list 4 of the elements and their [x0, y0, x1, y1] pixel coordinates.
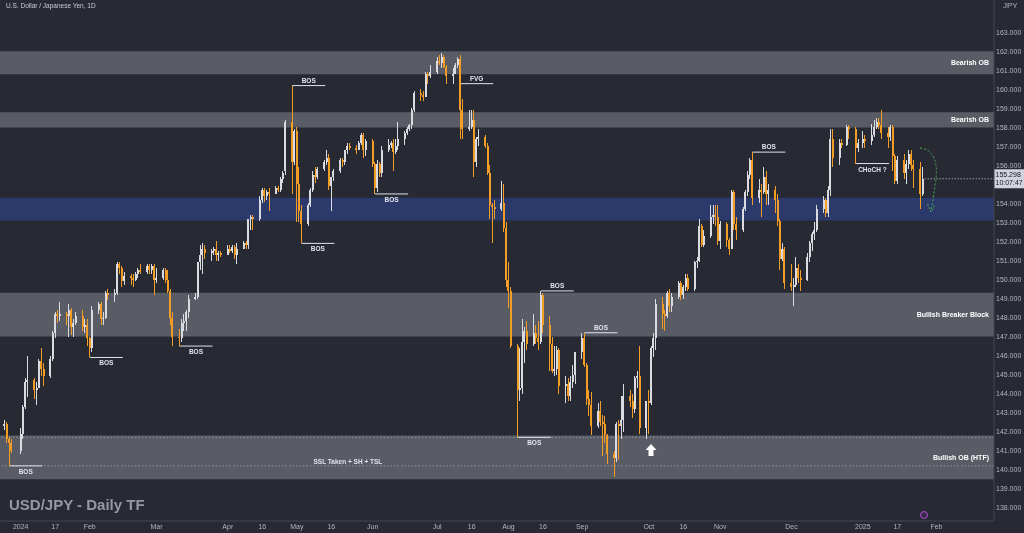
candlestick: [580, 332, 583, 360]
text: USD/JPY - Daily TF: [9, 496, 145, 513]
candlestick: [864, 135, 866, 149]
y-axis-title: JPY: [1003, 1, 1018, 10]
